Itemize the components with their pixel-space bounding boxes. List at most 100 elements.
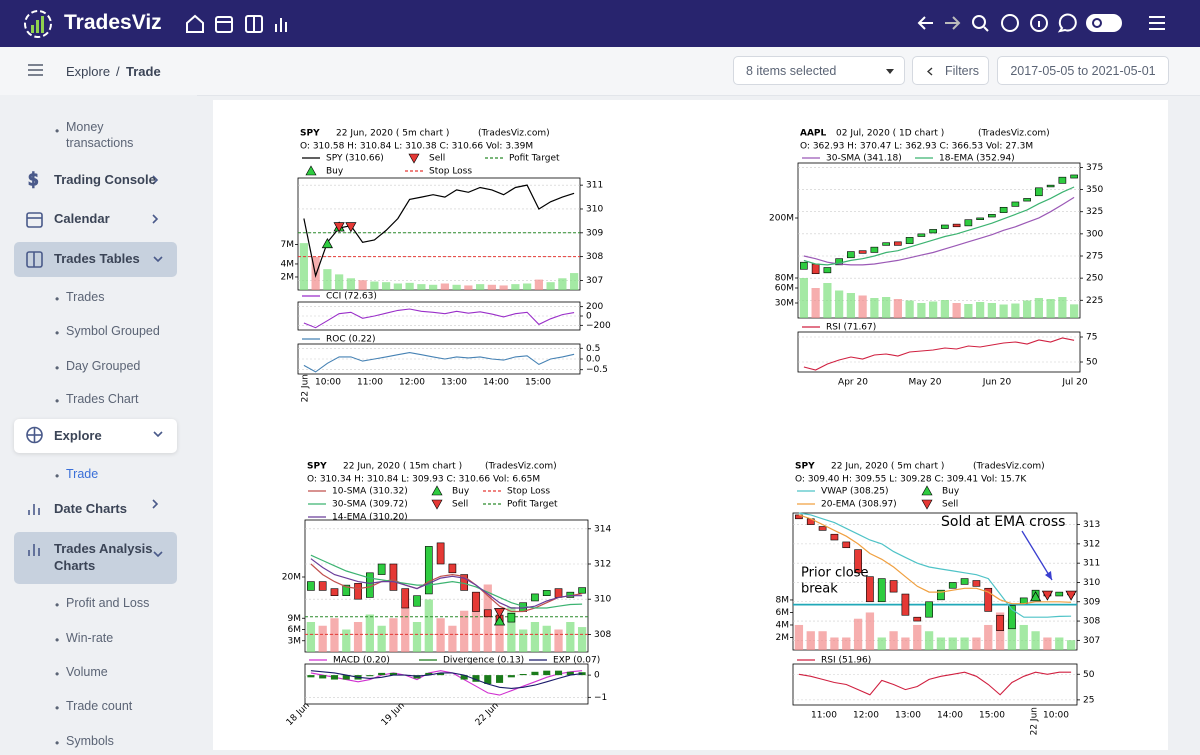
volume-bar: [424, 599, 433, 652]
series-line: [303, 184, 575, 278]
candle: [1070, 174, 1078, 179]
nav-subitem[interactable]: Trades Chart: [66, 392, 139, 406]
candle: [917, 233, 926, 237]
legend-swatch: [305, 165, 317, 176]
indicator-line: [303, 308, 575, 329]
volume-bar: [299, 243, 308, 290]
bullet: •: [55, 598, 60, 612]
nav-item[interactable]: Date Charts: [54, 501, 127, 516]
nav-subitem[interactable]: Symbols: [66, 734, 114, 748]
candle: [858, 250, 867, 254]
x-tick-label: 14:00: [483, 378, 509, 388]
nav-subitem[interactable]: Profit and Loss: [66, 596, 150, 610]
nav-subitem[interactable]: Trades: [66, 290, 105, 304]
chart-title: AAPL: [800, 129, 827, 139]
filters-button[interactable]: Filters: [912, 56, 989, 85]
volume-tick-label: 6M: [776, 608, 790, 618]
x-tick-label: 12:00: [853, 711, 879, 721]
volume-bar: [1066, 640, 1076, 650]
candle: [948, 582, 957, 589]
symbol-select[interactable]: 8 items selected: [733, 56, 905, 85]
volume-bar: [984, 624, 993, 650]
x-tick-label: 15:00: [525, 378, 551, 388]
trade-marker: [493, 615, 506, 626]
breadcrumb-section[interactable]: Explore: [66, 64, 111, 79]
volume-bar: [570, 273, 579, 290]
brand[interactable]: TradesViz: [64, 11, 162, 34]
volume-bar: [889, 631, 898, 650]
nav-item[interactable]: Money transactions: [66, 120, 134, 150]
x-tick-label: 22 Jun: [474, 701, 501, 728]
legend-label: Buy: [326, 167, 344, 177]
plot-frame: [304, 519, 589, 653]
y-tick-label: 309: [1083, 597, 1100, 607]
bullet: •: [55, 736, 60, 750]
ohlc-info: O: 309.40 H: 309.55 L: 309.28 C: 309.41 …: [795, 475, 1027, 485]
nav-subitem[interactable]: Win-rate: [66, 631, 114, 645]
nav-item[interactable]: Trades Analysis Charts: [54, 541, 153, 573]
nav-item[interactable]: Explore: [54, 428, 102, 443]
candle: [330, 588, 339, 596]
volume-bar: [976, 302, 985, 318]
date-range[interactable]: 2017-05-05 to 2021-05-01: [997, 56, 1169, 85]
volume-bar: [952, 303, 961, 318]
legend-label: Sell: [942, 500, 958, 510]
legend-swatch: [408, 153, 420, 164]
active-group: [14, 532, 177, 584]
y-tick-label: 325: [1086, 207, 1103, 217]
nav-subitem[interactable]: Day Grouped: [66, 359, 141, 373]
series-line: [798, 514, 1072, 605]
candle: [972, 580, 981, 587]
legend-label: Stop Loss: [507, 487, 550, 497]
trade-marker: [1029, 591, 1042, 602]
candle: [999, 206, 1008, 213]
y-tick-label: 310: [586, 204, 603, 214]
chart-source: (TradesViz.com): [485, 462, 557, 472]
histogram-bar: [460, 675, 468, 680]
nav-item[interactable]: Trading Console: [54, 172, 156, 187]
y-tick-label: 200: [586, 302, 603, 312]
histogram-bar: [484, 675, 492, 684]
candle: [811, 263, 820, 275]
histogram-bar: [413, 675, 421, 679]
nav-icons[interactable]: [183, 12, 298, 36]
chart-source: (TradesViz.com): [478, 129, 550, 139]
volume-bar: [1007, 618, 1017, 650]
nav-item[interactable]: Trades Tables: [54, 251, 140, 266]
volume-bar: [365, 614, 374, 652]
candle: [507, 612, 516, 623]
candle: [929, 229, 937, 234]
volume-bar: [799, 278, 808, 318]
x-tick-label: 11:00: [357, 378, 383, 388]
y-tick-label: −200: [586, 321, 611, 331]
candle: [877, 578, 886, 603]
bullet: •: [55, 701, 60, 715]
nav-subitem[interactable]: Trade: [66, 467, 99, 481]
legend-label: Buy: [942, 487, 960, 497]
y-tick-label: 250: [1086, 274, 1103, 284]
volume-bar: [306, 622, 316, 652]
menu-toggle[interactable]: [27, 63, 45, 77]
y-tick-label: 275: [1086, 252, 1103, 262]
nav-subitem[interactable]: Symbol Grouped: [66, 324, 160, 338]
volume-bar: [913, 624, 922, 650]
legend-label: Divergence (0.13): [443, 656, 524, 666]
caret: [886, 69, 894, 74]
candle: [960, 578, 969, 585]
nav-subitem[interactable]: Trade count: [66, 699, 133, 713]
nav-tools[interactable]: [915, 10, 1175, 36]
nav-subitem[interactable]: Volume: [66, 665, 108, 679]
candle: [531, 593, 539, 602]
legend-label: 10-SMA (310.32): [332, 487, 408, 497]
volume-bar: [542, 625, 551, 652]
candle: [882, 242, 890, 246]
x-tick-label: 22 Jun: [301, 374, 311, 402]
nav-item[interactable]: Calendar: [54, 211, 110, 226]
chart-subtitle: 22 Jun, 2020 ( 5m chart ): [831, 462, 944, 472]
volume-bar: [519, 629, 528, 652]
candle: [937, 589, 945, 601]
candle: [424, 546, 433, 595]
histogram-bar: [319, 675, 327, 679]
indicator-line: [310, 670, 583, 696]
volume-bar: [499, 285, 508, 290]
